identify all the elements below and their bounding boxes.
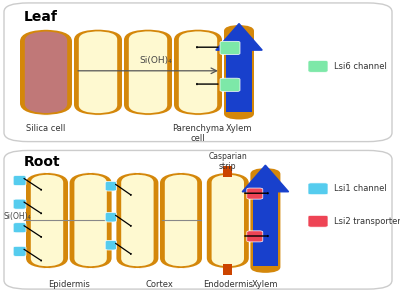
Bar bbox=[253, 192, 278, 266]
FancyBboxPatch shape bbox=[308, 215, 328, 227]
Bar bbox=[223, 166, 232, 177]
FancyBboxPatch shape bbox=[179, 31, 217, 113]
Text: Silica cell: Silica cell bbox=[26, 124, 66, 133]
Text: Leaf: Leaf bbox=[24, 10, 58, 24]
Text: Epidermis: Epidermis bbox=[48, 280, 90, 289]
FancyBboxPatch shape bbox=[121, 174, 154, 267]
FancyBboxPatch shape bbox=[174, 30, 222, 115]
FancyBboxPatch shape bbox=[250, 168, 280, 273]
Bar bbox=[223, 264, 232, 275]
Polygon shape bbox=[242, 165, 289, 192]
FancyBboxPatch shape bbox=[20, 30, 72, 115]
FancyBboxPatch shape bbox=[105, 181, 116, 191]
FancyBboxPatch shape bbox=[129, 31, 167, 113]
FancyBboxPatch shape bbox=[105, 212, 116, 222]
FancyBboxPatch shape bbox=[4, 3, 392, 142]
FancyBboxPatch shape bbox=[220, 41, 240, 55]
FancyBboxPatch shape bbox=[31, 174, 63, 267]
FancyBboxPatch shape bbox=[25, 31, 67, 113]
FancyBboxPatch shape bbox=[13, 176, 26, 186]
Text: Lsi6 channel: Lsi6 channel bbox=[334, 62, 387, 71]
Text: Root: Root bbox=[24, 155, 61, 169]
FancyBboxPatch shape bbox=[308, 60, 328, 72]
FancyBboxPatch shape bbox=[247, 231, 263, 242]
FancyBboxPatch shape bbox=[70, 173, 112, 268]
Text: Si(OH)₄: Si(OH)₄ bbox=[140, 56, 172, 65]
FancyBboxPatch shape bbox=[224, 25, 254, 119]
FancyBboxPatch shape bbox=[26, 173, 68, 268]
FancyBboxPatch shape bbox=[13, 246, 26, 256]
FancyBboxPatch shape bbox=[220, 78, 240, 91]
FancyBboxPatch shape bbox=[79, 31, 117, 113]
FancyBboxPatch shape bbox=[13, 223, 26, 233]
Text: Casparian
strip: Casparian strip bbox=[208, 152, 247, 171]
Bar bbox=[226, 50, 252, 112]
FancyBboxPatch shape bbox=[13, 199, 26, 209]
Text: Lsi1 channel: Lsi1 channel bbox=[334, 184, 387, 193]
Text: Lsi2 transporter: Lsi2 transporter bbox=[334, 217, 400, 226]
FancyBboxPatch shape bbox=[124, 30, 172, 115]
FancyBboxPatch shape bbox=[4, 150, 392, 289]
FancyBboxPatch shape bbox=[308, 183, 328, 195]
FancyBboxPatch shape bbox=[212, 174, 244, 267]
FancyBboxPatch shape bbox=[207, 173, 249, 268]
FancyBboxPatch shape bbox=[160, 173, 202, 268]
Text: Xylem: Xylem bbox=[226, 124, 252, 133]
FancyBboxPatch shape bbox=[74, 174, 107, 267]
Text: Si(OH)₄: Si(OH)₄ bbox=[4, 212, 32, 221]
FancyBboxPatch shape bbox=[116, 173, 158, 268]
FancyBboxPatch shape bbox=[74, 30, 122, 115]
Text: Xylem: Xylem bbox=[252, 280, 279, 289]
Text: Cortex: Cortex bbox=[145, 280, 173, 289]
FancyBboxPatch shape bbox=[165, 174, 197, 267]
Polygon shape bbox=[216, 24, 262, 50]
FancyBboxPatch shape bbox=[105, 240, 116, 250]
Text: Endodermis: Endodermis bbox=[203, 280, 253, 289]
Text: Parenchyma
cell: Parenchyma cell bbox=[172, 124, 224, 143]
FancyBboxPatch shape bbox=[247, 188, 263, 199]
